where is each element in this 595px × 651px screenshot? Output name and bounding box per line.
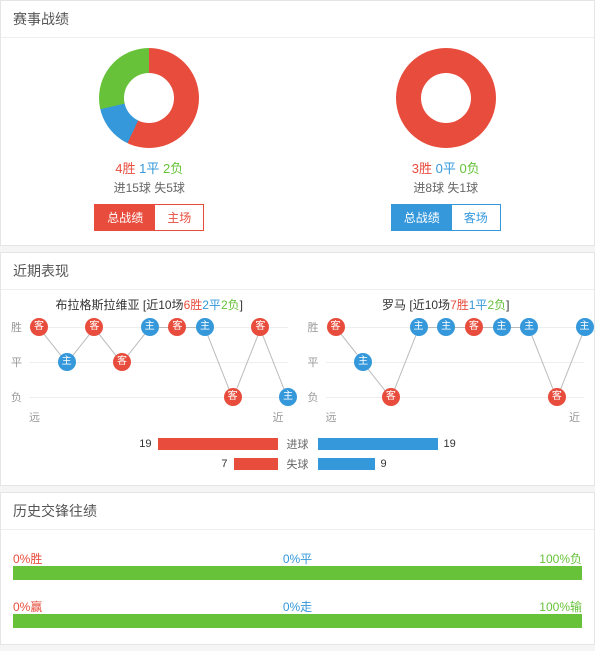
recent-form-panel: 近期表现 布拉格斯拉维亚 [近10场6胜2平2负]胜平负客主客客主客主客客主远近…	[0, 252, 595, 486]
form-node: 客	[224, 388, 242, 406]
form-node: 客	[168, 318, 186, 336]
y-label: 胜	[308, 319, 319, 335]
history-label: 0%胜	[13, 550, 42, 567]
bar-caption: 失球	[278, 456, 318, 472]
form-node: 客	[465, 318, 483, 336]
history-label: 0%赢	[13, 598, 42, 615]
bar-right	[318, 438, 438, 450]
form-node: 主	[141, 318, 159, 336]
history-bars: 0%胜0%平100%负0%赢0%走100%输	[1, 530, 594, 644]
y-label: 负	[11, 389, 22, 405]
history-bar: 0%赢0%走100%输	[13, 614, 582, 628]
form-node: 主	[196, 318, 214, 336]
draws-text: 1平	[139, 161, 159, 176]
form-node: 主	[58, 353, 76, 371]
history-panel: 历史交锋往绩 0%胜0%平100%负0%赢0%走100%输	[0, 492, 595, 645]
form-node: 客	[382, 388, 400, 406]
bar-left	[234, 458, 278, 470]
form-node: 主	[410, 318, 428, 336]
y-label: 平	[308, 354, 319, 370]
wins-text: 3胜	[412, 161, 432, 176]
bar-row: 7 失球 9	[1, 455, 594, 473]
bar-value-left: 19	[139, 438, 151, 450]
panel-title: 赛事战绩	[1, 1, 594, 38]
form-node: 主	[354, 353, 372, 371]
bar-left	[158, 438, 278, 450]
goal-bars: 19 进球 19 7 失球 9	[1, 431, 594, 485]
goals-text: 进15球 失5球	[1, 179, 298, 196]
team-header: 罗马 [近10场7胜1平2负]	[308, 296, 585, 313]
record-tabs: 总战绩主场	[94, 204, 204, 231]
bar-caption: 进球	[278, 436, 318, 452]
bar-value-right: 9	[381, 458, 387, 470]
draws-text: 0平	[436, 161, 456, 176]
form-node: 客	[30, 318, 48, 336]
y-label: 胜	[11, 319, 22, 335]
form-node: 主	[437, 318, 455, 336]
y-label: 平	[11, 354, 22, 370]
record-tabs: 总战绩客场	[391, 204, 501, 231]
form-node: 主	[493, 318, 511, 336]
team-header: 布拉格斯拉维亚 [近10场6胜2平2负]	[11, 296, 288, 313]
panel-title: 历史交锋往绩	[1, 493, 594, 530]
recent-row: 布拉格斯拉维亚 [近10场6胜2平2负]胜平负客主客客主客主客客主远近罗马 [近…	[1, 290, 594, 431]
form-node: 客	[85, 318, 103, 336]
goals-text: 进8球 失1球	[298, 179, 595, 196]
form-chart: 胜平负客主客主主客主主客主	[308, 317, 585, 407]
form-node: 客	[113, 353, 131, 371]
form-node: 客	[327, 318, 345, 336]
history-label: 100%输	[539, 598, 582, 615]
history-label: 0%走	[283, 598, 312, 615]
history-label: 100%负	[539, 550, 582, 567]
panel-title: 近期表现	[1, 253, 594, 290]
bar-right	[318, 458, 375, 470]
form-node: 客	[251, 318, 269, 336]
tab-0[interactable]: 总战绩	[392, 205, 452, 230]
y-label: 负	[308, 389, 319, 405]
history-label: 0%平	[283, 550, 312, 567]
donut-row: 4胜 1平 2负进15球 失5球总战绩主场3胜 0平 0负进8球 失1球总战绩客…	[1, 38, 594, 245]
tab-0[interactable]: 总战绩	[95, 205, 155, 230]
wins-text: 4胜	[115, 161, 135, 176]
bar-value-right: 19	[444, 438, 456, 450]
tab-1[interactable]: 主场	[155, 205, 203, 230]
form-node: 主	[279, 388, 297, 406]
form-node: 客	[548, 388, 566, 406]
x-axis: 远近	[308, 409, 585, 425]
x-axis: 远近	[11, 409, 288, 425]
match-record-panel: 赛事战绩 4胜 1平 2负进15球 失5球总战绩主场3胜 0平 0负进8球 失1…	[0, 0, 595, 246]
form-node: 主	[520, 318, 538, 336]
tab-1[interactable]: 客场	[452, 205, 500, 230]
bar-row: 19 进球 19	[1, 435, 594, 453]
form-node: 主	[576, 318, 594, 336]
history-bar: 0%胜0%平100%负	[13, 566, 582, 580]
loses-text: 2负	[163, 161, 183, 176]
form-chart: 胜平负客主客客主客主客客主	[11, 317, 288, 407]
loses-text: 0负	[459, 161, 479, 176]
bar-value-left: 7	[221, 458, 227, 470]
